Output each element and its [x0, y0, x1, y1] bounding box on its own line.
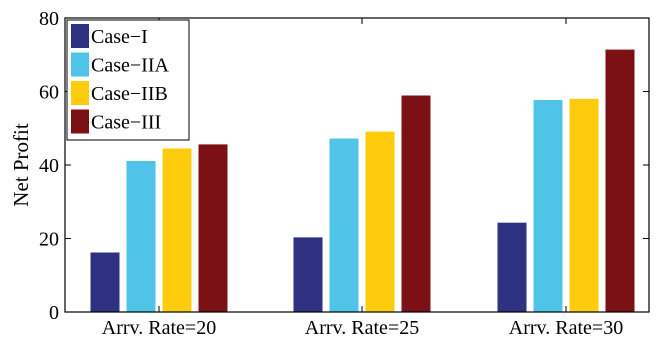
y-tick-label: 0	[49, 302, 59, 324]
bars-group	[90, 49, 635, 312]
y-tick-label: 80	[39, 8, 59, 30]
y-axis-label: Net Profit	[9, 123, 33, 207]
x-tick-labels-group: Arrv. Rate=20 Arrv. Rate=25 Arrv. Rate=30	[102, 18, 623, 339]
bar-3-cat-3	[569, 98, 599, 312]
y-tick-label: 40	[39, 155, 59, 177]
legend-swatch	[71, 24, 89, 48]
bar-1-cat-3	[497, 222, 527, 312]
legend-label: Case−I	[91, 26, 148, 48]
legend-swatch	[71, 52, 89, 77]
legend-label: Case−III	[91, 112, 161, 134]
bar-4-cat-3	[605, 49, 635, 312]
y-ticks-group: 0 20 40 60 80	[39, 8, 649, 324]
y-tick-label: 60	[39, 82, 59, 104]
bar-1-cat-2	[293, 237, 323, 312]
x-tick-label: Arrv. Rate=20	[102, 317, 216, 339]
bar-4-cat-1	[198, 144, 228, 312]
bar-2-cat-1	[126, 161, 156, 312]
legend-label: Case−IIB	[91, 83, 168, 105]
legend: Case−I Case−IIA Case−IIB Case−III	[66, 19, 190, 141]
bar-1-cat-1	[90, 252, 120, 312]
bar-4-cat-2	[401, 95, 431, 312]
y-tick-label: 20	[39, 229, 59, 251]
legend-swatch	[71, 109, 89, 134]
bar-3-cat-1	[162, 148, 192, 312]
x-tick-label: Arrv. Rate=25	[305, 317, 419, 339]
legend-label: Case−IIA	[91, 55, 169, 77]
legend-swatch	[71, 81, 89, 105]
bar-3-cat-2	[365, 131, 395, 312]
bar-2-cat-3	[533, 100, 563, 312]
bar-2-cat-2	[329, 138, 359, 312]
x-tick-label: Arrv. Rate=30	[509, 317, 623, 339]
